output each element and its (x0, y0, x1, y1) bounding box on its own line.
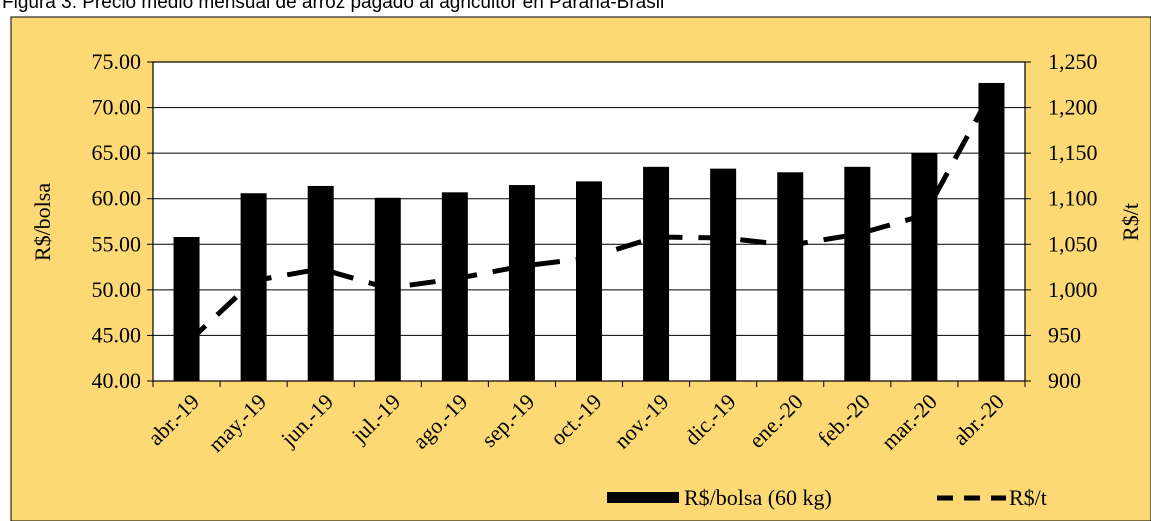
y-tick-label: 75.00 (92, 49, 142, 74)
bar (911, 153, 938, 381)
bar (978, 82, 1005, 381)
legend-bar-label: R$/bolsa (60 kg) (684, 485, 832, 510)
y2-tick-label: 1,250 (1048, 49, 1098, 74)
y2-tick-label: 1,000 (1048, 277, 1098, 302)
bar (710, 168, 737, 381)
bar (777, 172, 804, 381)
bar (441, 192, 468, 381)
legend-line-label: R$/t (1009, 485, 1047, 510)
figure-caption: Figura 3. Precio medio mensual de arroz … (2, 0, 665, 13)
y-axis-label: R$/bolsa (30, 183, 55, 261)
y2-tick-label: 1,050 (1048, 231, 1098, 256)
bar (576, 181, 602, 381)
y2-tick-label: 1,200 (1048, 95, 1098, 120)
bar (307, 185, 334, 381)
y-tick-label: 65.00 (92, 140, 142, 165)
y-tick-label: 70.00 (92, 95, 142, 120)
y2-tick-label: 950 (1048, 322, 1081, 347)
bar (844, 166, 871, 381)
y-tick-label: 55.00 (92, 231, 142, 256)
plot-border (152, 61, 1026, 382)
y-tick-label: 40.00 (92, 368, 142, 393)
y-tick-label: 50.00 (92, 277, 142, 302)
bar (508, 185, 535, 381)
legend-bar-swatch (607, 492, 679, 503)
y2-tick-label: 900 (1048, 368, 1081, 393)
bar (643, 166, 670, 381)
y2-axis-label: R$/t (1118, 203, 1143, 241)
bar (173, 236, 200, 381)
line-series (184, 90, 994, 346)
legend: R$/bolsa (60 kg) R$/t (607, 485, 1047, 510)
y2-tick-label: 1,150 (1048, 140, 1098, 165)
y-tick-label: 60.00 (92, 186, 142, 211)
bar (240, 193, 267, 381)
y-tick-label: 45.00 (92, 322, 142, 347)
y2-tick-label: 1,100 (1048, 186, 1098, 211)
